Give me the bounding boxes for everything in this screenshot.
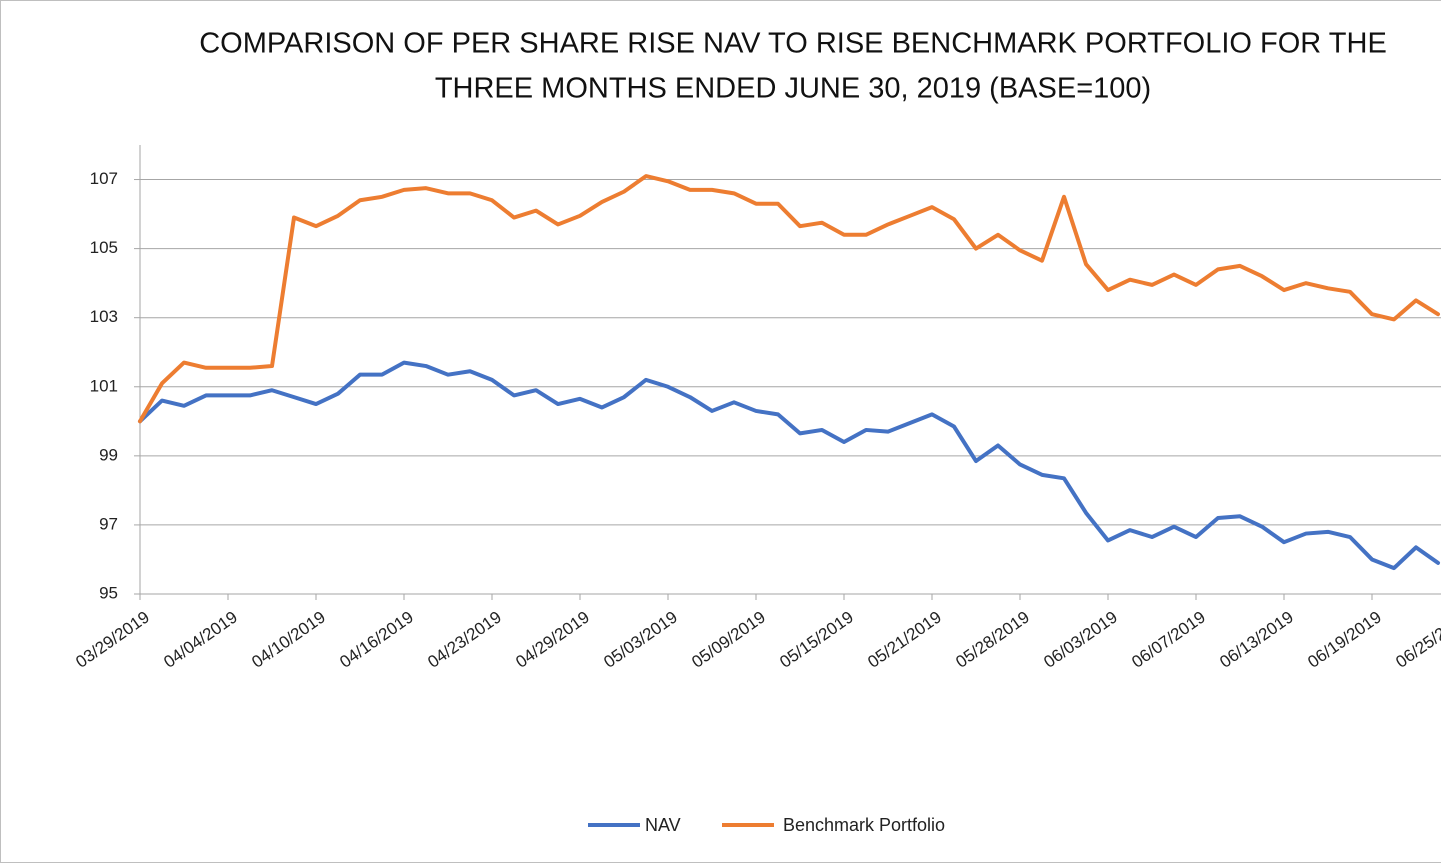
y-tick-label: 95 [99,583,118,602]
x-tick-label: 05/09/2019 [688,607,769,671]
chart-title: COMPARISON OF PER SHARE RISE NAV TO RISE… [199,28,1387,60]
x-tick-label: 05/15/2019 [776,607,857,671]
legend-label: NAV [645,815,681,835]
x-tick-label: 04/16/2019 [336,607,417,671]
x-tick-label: 05/03/2019 [600,607,681,671]
legend-label: Benchmark Portfolio [783,815,945,835]
y-tick-label: 101 [90,376,118,395]
x-tick-label: 05/21/2019 [864,607,945,671]
x-tick-label: 05/28/2019 [952,607,1033,671]
x-tick-label: 04/29/2019 [512,607,593,671]
x-tick-label: 06/07/2019 [1128,607,1209,671]
x-tick-label: 04/23/2019 [424,607,505,671]
x-tick-label: 06/25/2019 [1392,607,1441,671]
x-tick-label: 06/03/2019 [1040,607,1121,671]
y-tick-label: 107 [90,169,118,188]
series-line [138,174,1440,424]
series-line [138,360,1440,571]
x-tick-label: 04/10/2019 [248,607,329,671]
chart-title: THREE MONTHS ENDED JUNE 30, 2019 (BASE=1… [435,73,1151,105]
x-tick-label: 06/13/2019 [1216,607,1297,671]
x-tick-label: 03/29/2019 [72,607,153,671]
y-tick-label: 97 [99,514,118,533]
y-tick-label: 99 [99,445,118,464]
x-tick-label: 06/19/2019 [1304,607,1385,671]
y-tick-label: 103 [90,307,118,326]
x-tick-label: 04/04/2019 [160,607,241,671]
y-tick-label: 105 [90,238,118,257]
